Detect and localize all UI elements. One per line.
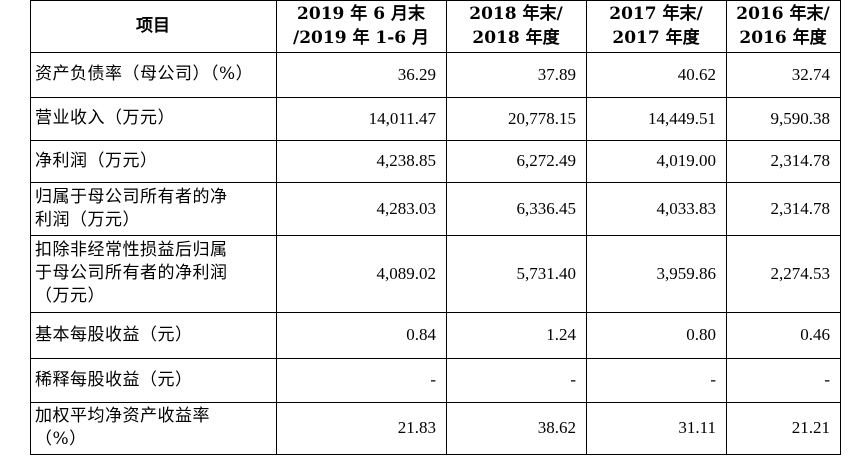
- table-cell: 0.46: [800, 325, 830, 344]
- table-cell: 37.89: [537, 64, 576, 84]
- row-label-net-profit: 净利润（万元）: [35, 150, 158, 171]
- table-cell: 2,314.78: [770, 198, 831, 218]
- table-cell: 4,089.02: [376, 263, 437, 283]
- row-label-net-profit-parent: 归属于母公司所有者的净 利润（万元）: [35, 186, 228, 230]
- table-cell: 40.62: [677, 64, 716, 84]
- table-cell: 2,274.53: [770, 263, 831, 283]
- table-cell: 38.62: [537, 418, 576, 437]
- table-cell: -: [710, 370, 716, 389]
- table-cell: 6,336.45: [516, 198, 577, 218]
- table-cell: 9,590.38: [770, 108, 831, 128]
- table-cell: -: [430, 370, 436, 389]
- row-label-net-profit-deducted: 扣除非经常性损益后归属 于母公司所有者的净利润 （万元）: [35, 240, 228, 306]
- table-cell: 14,449.51: [648, 108, 716, 128]
- table-cell: 21.83: [397, 418, 436, 437]
- table-cell: 36.29: [397, 64, 436, 84]
- table-cell: 3,959.86: [656, 263, 717, 283]
- row-label-debt-ratio: 资产负债率（母公司）（%）: [35, 64, 254, 84]
- table-cell: 0.84: [406, 325, 436, 344]
- header-2019: 2019 年 6 月末/2019 年 1-6 月: [293, 4, 429, 48]
- row-label-basic-eps: 基本每股收益（元）: [35, 324, 193, 345]
- row-label-weighted-roe: 加权平均净资产收益率 （%）: [35, 406, 210, 449]
- table-cell: -: [824, 370, 830, 389]
- table-cell: 1.24: [546, 325, 576, 344]
- table-cell: 4,033.83: [656, 198, 717, 218]
- financial-table: 项目 2019 年 6 月末/2019 年 1-6 月 2018 年末/2018…: [30, 0, 841, 455]
- table-cell: 2,314.78: [770, 151, 831, 170]
- table-cell: 32.74: [791, 64, 830, 84]
- row-label-revenue: 营业收入（万元）: [35, 108, 175, 128]
- table-cell: 5,731.40: [516, 263, 577, 283]
- table-cell: 0.80: [686, 325, 716, 344]
- table-cell: 14,011.47: [368, 108, 436, 128]
- table-cell: 31.11: [678, 418, 716, 437]
- table-cell: 4,283.03: [376, 198, 437, 218]
- row-label-diluted-eps: 稀释每股收益（元）: [35, 369, 193, 390]
- table-cell: 6,272.49: [516, 151, 577, 170]
- table-cell: 20,778.15: [508, 108, 576, 128]
- header-2016: 2016 年末/2016 年度: [736, 4, 830, 48]
- header-item: 项目: [136, 16, 170, 36]
- header-2018: 2018 年末/2018 年度: [469, 4, 563, 48]
- table-cell: 4,238.85: [376, 151, 437, 170]
- table-cell: 4,019.00: [656, 151, 717, 170]
- header-2017: 2017 年末/2017 年度: [609, 4, 703, 48]
- table-cell: 21.21: [791, 418, 830, 437]
- table-cell: -: [570, 370, 576, 389]
